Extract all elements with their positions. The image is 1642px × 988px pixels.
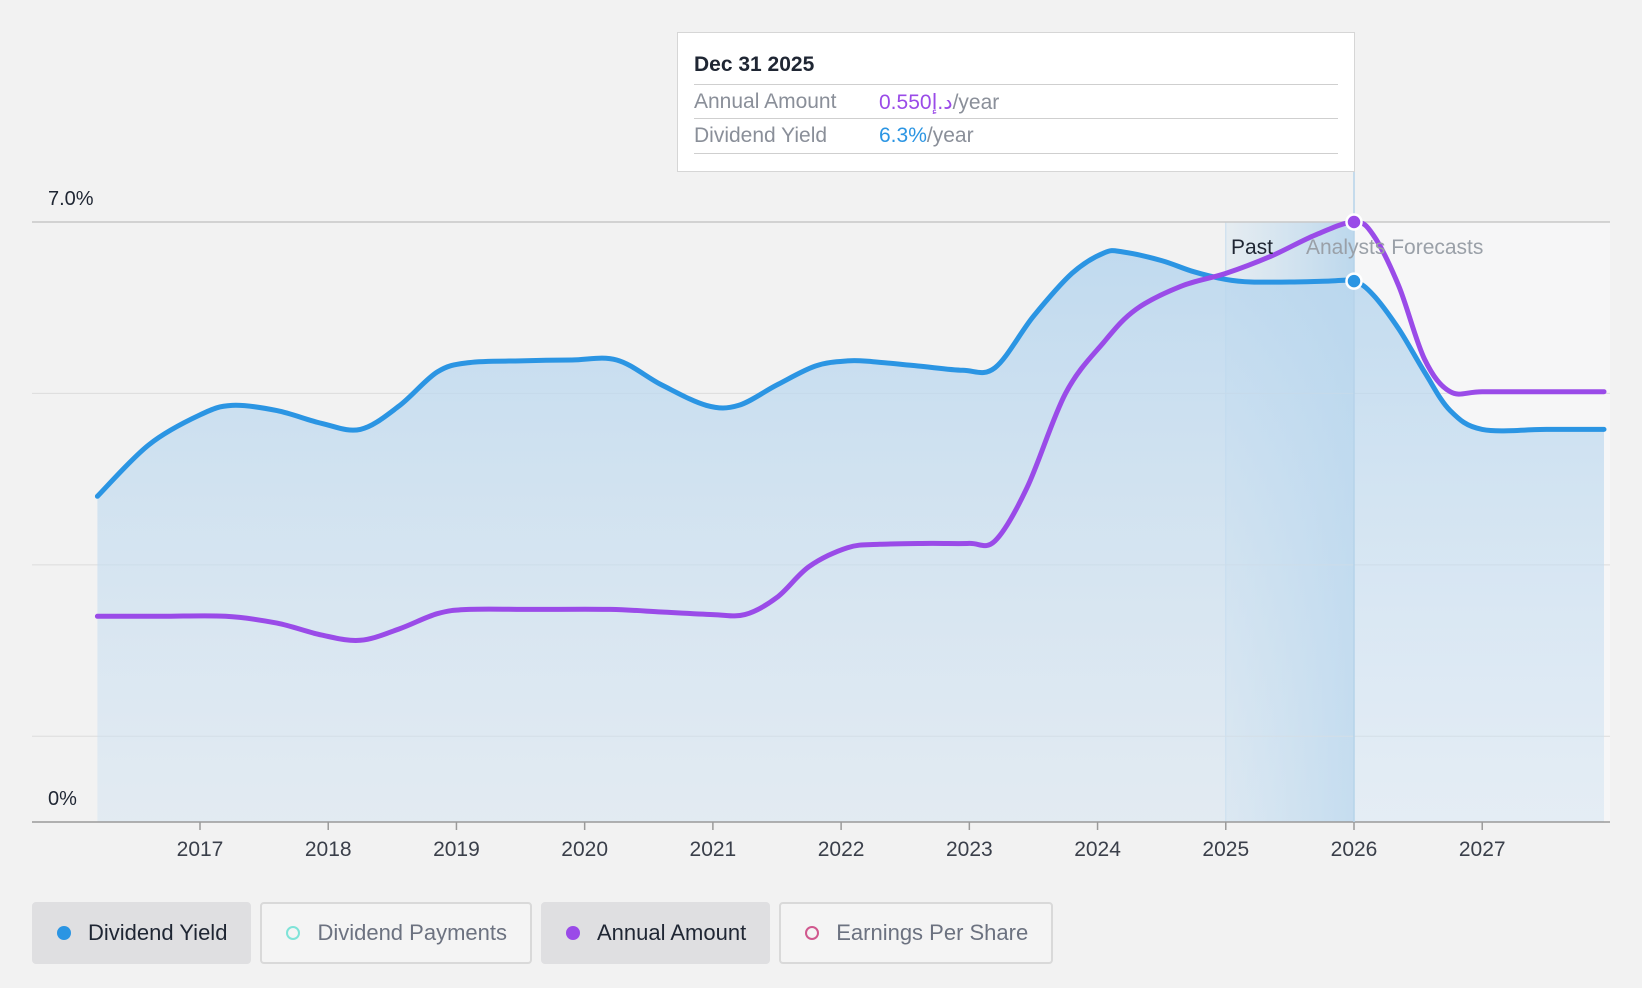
x-tick-label: 2022 <box>818 838 865 861</box>
x-tick-label: 2027 <box>1459 838 1506 861</box>
x-tick-label: 2018 <box>305 838 352 861</box>
filled-dot-icon <box>57 926 71 940</box>
dividend-yield-marker <box>1345 272 1363 290</box>
legend: Dividend Yield Dividend Payments Annual … <box>32 902 1054 964</box>
hollow-dot-icon <box>805 926 820 940</box>
y-tick-label-top: 7.0% <box>48 188 94 210</box>
tooltip-label: Annual Amount <box>694 90 837 113</box>
tooltip-unit: /year <box>952 91 1000 114</box>
x-tick-label: 2019 <box>433 838 480 861</box>
filled-dot-icon <box>565 926 580 940</box>
x-tick-label: 2025 <box>1202 838 1249 861</box>
tooltip-value-wrap: 6.3%/year <box>879 124 974 148</box>
tooltip-value: 0.550د.إ <box>879 91 953 114</box>
y-tick-label-bottom: 0% <box>48 788 77 810</box>
legend-button-dividend-payments[interactable]: Dividend Payments <box>260 902 532 964</box>
tooltip-label: Dividend Yield <box>694 124 828 147</box>
annual-amount-line <box>94 219 1607 643</box>
legend-button-earnings-per-share[interactable]: Earnings Per Share <box>779 902 1054 964</box>
analysts-forecasts-label: Analysts Forecasts <box>1306 236 1483 259</box>
hollow-dot-icon <box>286 926 301 940</box>
past-label: Past <box>1231 236 1273 259</box>
x-tick-label: 2024 <box>1074 838 1121 861</box>
annual-amount-marker <box>1345 213 1363 231</box>
tooltip-unit: /year <box>926 124 974 147</box>
yield-area <box>97 250 1604 823</box>
tooltip-row-dividend-yield: Dividend Yield 6.3%/year <box>694 118 1338 154</box>
legend-label: Dividend Payments <box>317 920 507 945</box>
tooltip-value-wrap: 0.550د.إ/year <box>879 90 999 115</box>
x-tick-label: 2026 <box>1331 838 1378 861</box>
tooltip-row-annual-amount: Annual Amount 0.550د.إ/year <box>694 84 1338 119</box>
annotations: Past Analysts Forecasts <box>1231 172 1483 822</box>
x-axis: 2017 2018 2019 2020 2021 2022 2023 2024 2025 2026… <box>32 188 1610 861</box>
x-tick-label: 2017 <box>177 838 224 861</box>
tooltip-value: 6.3% <box>879 124 927 147</box>
legend-label: Dividend Yield <box>88 920 228 945</box>
legend-label: Earnings Per Share <box>836 920 1029 945</box>
legend-button-annual-amount[interactable]: Annual Amount <box>540 902 771 964</box>
dividend-yield-area <box>97 250 1604 823</box>
legend-button-dividend-yield[interactable]: Dividend Yield <box>32 902 252 964</box>
tooltip-date: Dec 31 2025 <box>694 53 815 76</box>
tooltip: Dec 31 2025 Annual Amount 0.550د.إ/year … <box>677 32 1355 172</box>
x-tick-label: 2023 <box>946 838 993 861</box>
x-tick-label: 2020 <box>561 838 608 861</box>
legend-label: Annual Amount <box>596 920 747 945</box>
x-tick-label: 2021 <box>690 838 737 861</box>
